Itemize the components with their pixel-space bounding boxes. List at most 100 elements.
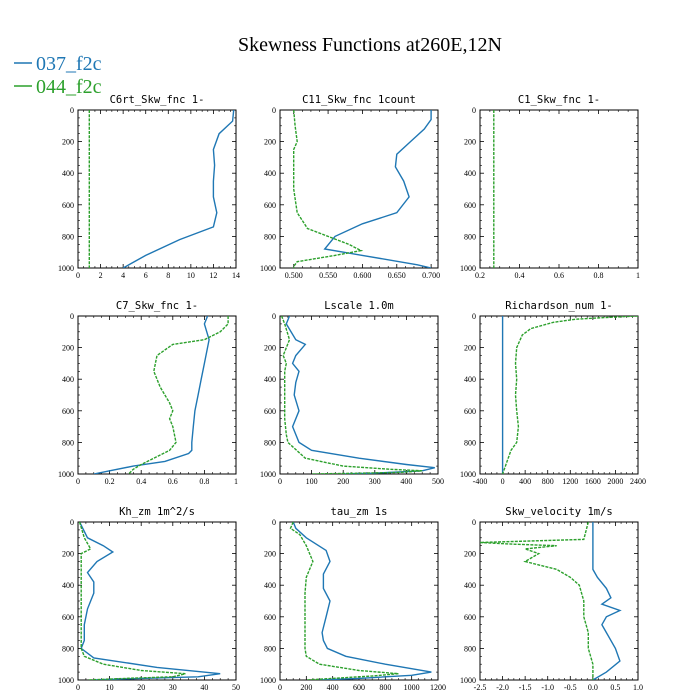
y-tick-label: 600 <box>464 407 476 416</box>
x-tick-label: 0.6 <box>554 271 564 280</box>
plot-frame <box>279 315 439 475</box>
y-tick-label: 0 <box>272 312 276 321</box>
y-tick-label: 1000 <box>58 264 74 273</box>
x-tick-label: 1200 <box>430 683 446 692</box>
panel-title: C1_Skw_fnc 1- <box>518 94 600 106</box>
x-tick-label: 8 <box>166 271 170 280</box>
y-tick-label: 400 <box>464 375 476 384</box>
y-tick-label: 800 <box>62 438 74 447</box>
panel-3: C1_Skw_fnc 1- 0.2 0.4 0.6 0.8 1 0 200 400 600 800 1… <box>460 94 640 280</box>
y-tick-label: 800 <box>264 232 276 241</box>
y-tick-label: 1000 <box>58 470 74 479</box>
y-tick-label: 0 <box>70 518 74 527</box>
x-tick-label: 2400 <box>630 477 646 486</box>
x-tick-label: 0 <box>501 477 505 486</box>
x-tick-label: 400 <box>519 477 531 486</box>
x-tick-label: 500 <box>432 477 444 486</box>
x-tick-label: 1.0 <box>633 683 643 692</box>
series-line-037_f2c <box>93 316 210 474</box>
x-tick-label: 800 <box>542 477 554 486</box>
panel-4: C7_Skw_fnc 1- 0 0.2 0.4 0.6 0.8 1 0 200 400 600 800… <box>58 300 238 486</box>
y-tick-label: 800 <box>62 644 74 653</box>
x-tick-label: 0.650 <box>388 271 406 280</box>
series-line-037_f2c <box>78 522 221 680</box>
x-tick-label: 1000 <box>404 683 420 692</box>
x-tick-label: -2.5 <box>474 683 487 692</box>
x-tick-label: 0.4 <box>136 477 146 486</box>
y-tick-label: 400 <box>62 169 74 178</box>
x-tick-label: 20 <box>137 683 145 692</box>
x-tick-label: 0.8 <box>199 477 209 486</box>
x-tick-label: 0.5 <box>610 683 620 692</box>
series-line-044_f2c <box>128 316 229 474</box>
x-tick-label: 1200 <box>562 477 578 486</box>
y-tick-label: 600 <box>264 407 276 416</box>
y-tick-label: 1000 <box>460 676 476 685</box>
x-tick-label: 0 <box>278 477 282 486</box>
panel-5: Lscale 1.0m 0 100 200 300 400 500 0 200 400 600 800… <box>260 300 444 486</box>
x-tick-label: 0.700 <box>422 271 440 280</box>
y-tick-label: 200 <box>264 344 276 353</box>
panel-title: Skw_velocity 1m/s <box>505 506 612 518</box>
series-line-044_f2c <box>501 316 638 474</box>
y-tick-label: 600 <box>62 407 74 416</box>
series-line-037_f2c <box>285 316 435 474</box>
x-tick-label: 12 <box>209 271 217 280</box>
x-tick-label: 14 <box>232 271 240 280</box>
panel-title: C11_Skw_fnc 1count <box>302 94 416 106</box>
x-tick-label: 0.550 <box>319 271 337 280</box>
y-tick-label: 800 <box>264 644 276 653</box>
x-tick-label: 300 <box>369 477 381 486</box>
y-tick-label: 800 <box>464 644 476 653</box>
series-line-044_f2c <box>280 316 423 474</box>
series-line-044_f2c <box>480 522 594 680</box>
y-tick-label: 200 <box>464 344 476 353</box>
y-tick-label: 600 <box>264 201 276 210</box>
y-tick-label: 600 <box>62 201 74 210</box>
y-tick-label: 1000 <box>260 676 276 685</box>
y-tick-label: 600 <box>62 613 74 622</box>
x-tick-label: -2.0 <box>496 683 509 692</box>
x-tick-label: 0.2 <box>475 271 485 280</box>
x-tick-label: 200 <box>337 477 349 486</box>
x-tick-label: -400 <box>473 477 488 486</box>
panel-8: tau_zm 1s 0 200 400 600 800 1000 1200 0 200 400 600… <box>260 506 446 692</box>
series-line-044_f2c <box>293 110 364 268</box>
y-tick-label: 0 <box>272 518 276 527</box>
series-line-037_f2c <box>292 522 432 680</box>
panel-1: C6rt_Skw_fnc 1- 0 2 4 6 8 10 12 14 0 200 400 600 800 1… <box>58 94 240 280</box>
x-tick-label: 0 <box>76 271 80 280</box>
panel-6: Richardson_num 1--400 0 400 800 1200 1600 2000… <box>460 300 646 486</box>
plot-frame <box>77 109 237 269</box>
panel-title: tau_zm 1s <box>331 506 388 518</box>
x-tick-label: -0.5 <box>564 683 577 692</box>
panel-2: C11_Skw_fnc 1count 0.500 0.550 0.600 0.650 0.… <box>260 94 440 280</box>
y-tick-label: 200 <box>264 550 276 559</box>
legend: 037_f2c 044_f2c <box>14 53 102 98</box>
y-tick-label: 200 <box>62 138 74 147</box>
series-line-037_f2c <box>323 110 432 268</box>
y-tick-label: 800 <box>464 438 476 447</box>
y-tick-label: 200 <box>464 138 476 147</box>
panel-9: Skw_velocity 1m/s -2.5 -2.0 -1.5 -1.0 -0.5 0.0… <box>460 506 643 692</box>
y-tick-label: 600 <box>464 613 476 622</box>
plot-frame <box>279 109 439 269</box>
panel-title: C7_Skw_fnc 1- <box>116 300 198 312</box>
panel-title: Lscale 1.0m <box>324 300 394 312</box>
y-tick-label: 800 <box>264 438 276 447</box>
x-tick-label: 100 <box>306 477 318 486</box>
x-tick-label: 4 <box>121 271 125 280</box>
x-tick-label: -1.5 <box>519 683 532 692</box>
plot-frame <box>279 521 439 681</box>
panel-title: C6rt_Skw_fnc 1- <box>110 94 205 106</box>
x-tick-label: 400 <box>327 683 339 692</box>
x-tick-label: 40 <box>200 683 208 692</box>
y-tick-label: 0 <box>70 106 74 115</box>
panels: C6rt_Skw_fnc 1-0 2 4 6 8 10 12 1402004006008001… <box>58 94 646 692</box>
x-tick-label: 200 <box>300 683 312 692</box>
x-tick-label: 0.2 <box>105 477 115 486</box>
x-tick-label: 0 <box>76 683 80 692</box>
plot-frame <box>77 315 237 475</box>
x-tick-label: 0.8 <box>594 271 604 280</box>
